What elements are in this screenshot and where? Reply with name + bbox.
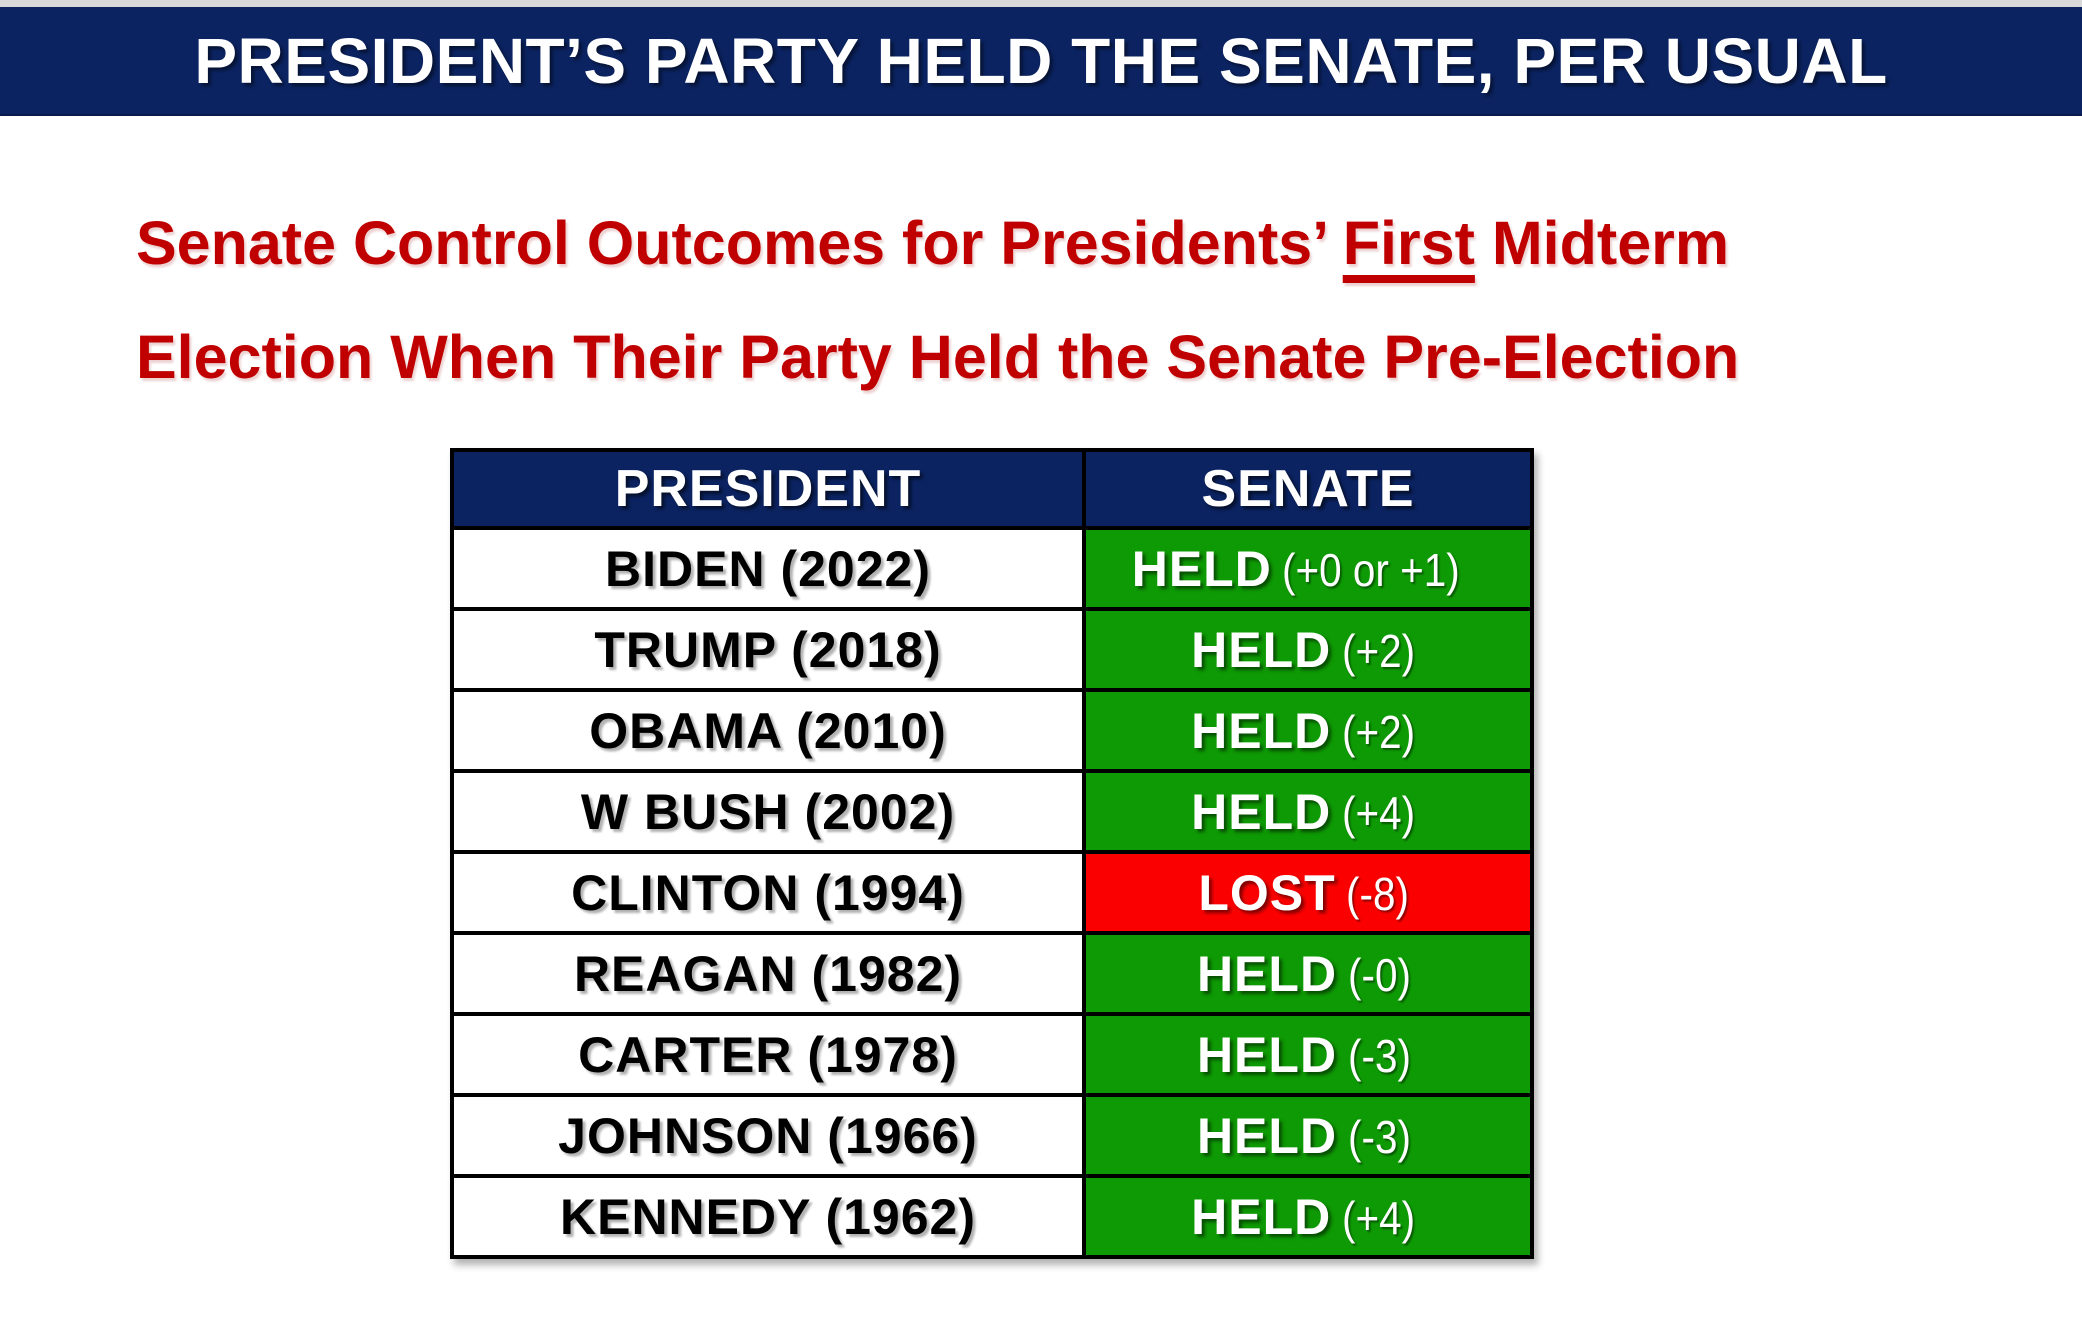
president-cell: TRUMP (2018) [450, 607, 1086, 692]
results-table: PRESIDENT SENATE BIDEN (2022) HELD (+0 or… [450, 448, 1534, 1259]
senate-cell: HELD (+2) [1082, 688, 1534, 773]
senate-detail: (-3) [1347, 1110, 1411, 1163]
president-cell: REAGAN (1982) [450, 931, 1086, 1016]
senate-detail: (+0 or +1) [1282, 543, 1461, 596]
senate-result: LOST [1198, 864, 1336, 921]
president-cell: OBAMA (2010) [450, 688, 1086, 773]
president-cell: JOHNSON (1966) [450, 1093, 1086, 1178]
column-header-senate: SENATE [1082, 448, 1534, 530]
senate-result: HELD [1196, 1026, 1338, 1083]
senate-detail: (+2) [1341, 705, 1415, 758]
senate-detail: (+2) [1341, 624, 1415, 677]
subtitle-line-2: Election When Their Party Held the Senat… [136, 323, 1740, 391]
results-table-container: PRESIDENT SENATE BIDEN (2022) HELD (+0 or… [450, 448, 1534, 1259]
senate-detail: (-8) [1346, 867, 1410, 920]
senate-result: HELD [1191, 621, 1332, 678]
subtitle-underlined-word: First [1342, 209, 1475, 277]
president-cell: KENNEDY (1962) [450, 1174, 1086, 1259]
senate-cell: HELD (+4) [1082, 1174, 1534, 1259]
results-table-body: BIDEN (2022) HELD (+0 or +1) TRUMP (2018) H… [450, 526, 1534, 1259]
table-row: BIDEN (2022) HELD (+0 or +1) [450, 526, 1534, 611]
slide-header-bar: PRESIDENT’S PARTY HELD THE SENATE, PER U… [0, 7, 2082, 116]
senate-cell: HELD (+4) [1082, 769, 1534, 854]
column-header-president: PRESIDENT [450, 448, 1086, 530]
subtitle-line1-post: Midterm [1474, 209, 1730, 277]
senate-result: HELD [1191, 1188, 1332, 1245]
table-row: CLINTON (1994) LOST (-8) [450, 850, 1534, 935]
table-row: JOHNSON (1966) HELD (-3) [450, 1093, 1534, 1178]
senate-cell: HELD (-3) [1082, 1012, 1534, 1097]
president-cell: CARTER (1978) [450, 1012, 1086, 1097]
table-row: REAGAN (1982) HELD (-0) [450, 931, 1534, 1016]
subtitle-line-1: Senate Control Outcomes for Presidents’ … [136, 186, 1739, 300]
slide-title: PRESIDENT’S PARTY HELD THE SENATE, PER U… [194, 24, 1888, 97]
senate-result: HELD [1196, 945, 1338, 1002]
president-cell: CLINTON (1994) [450, 850, 1086, 935]
results-table-head: PRESIDENT SENATE [450, 448, 1534, 530]
senate-result: HELD [1191, 783, 1332, 840]
header-row: PRESIDENT SENATE [450, 448, 1534, 530]
top-strip [0, 0, 2082, 7]
senate-cell: HELD (+0 or +1) [1082, 526, 1534, 611]
senate-result: HELD [1196, 1107, 1338, 1164]
subtitle-line1-pre: Senate Control Outcomes for Presidents’ [136, 209, 1343, 277]
president-cell: W BUSH (2002) [450, 769, 1086, 854]
table-row: TRUMP (2018) HELD (+2) [450, 607, 1534, 692]
slide-subtitle: Senate Control Outcomes for Presidents’ … [136, 186, 1739, 414]
senate-cell: HELD (-0) [1082, 931, 1534, 1016]
senate-detail: (+4) [1341, 786, 1415, 839]
president-cell: BIDEN (2022) [450, 526, 1086, 611]
senate-detail: (-0) [1347, 948, 1411, 1001]
table-row: OBAMA (2010) HELD (+2) [450, 688, 1534, 773]
senate-result: HELD [1191, 702, 1332, 759]
senate-detail: (+4) [1341, 1191, 1415, 1244]
senate-cell: HELD (-3) [1082, 1093, 1534, 1178]
table-row: KENNEDY (1962) HELD (+4) [450, 1174, 1534, 1259]
senate-detail: (-3) [1347, 1029, 1411, 1082]
table-row: W BUSH (2002) HELD (+4) [450, 769, 1534, 854]
senate-cell: LOST (-8) [1082, 850, 1534, 935]
table-row: CARTER (1978) HELD (-3) [450, 1012, 1534, 1097]
senate-result: HELD [1131, 540, 1272, 597]
senate-cell: HELD (+2) [1082, 607, 1534, 692]
